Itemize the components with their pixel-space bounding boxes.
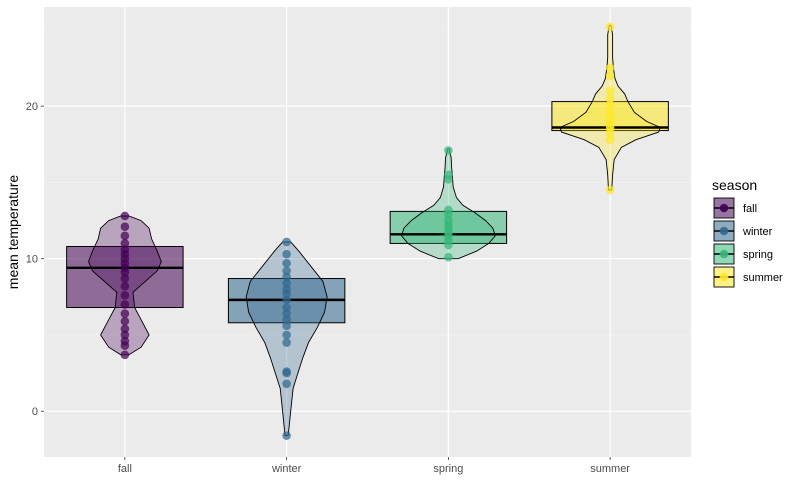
point-fall [120,350,130,360]
x-tick-label: summer [590,463,630,475]
y-tick-label: 0 [32,406,38,418]
legend-item-fall: fall [713,197,757,219]
legend-item-spring: spring [713,243,773,265]
point-winter [282,249,291,259]
point-summer [605,112,615,122]
x-tick-label: fall [118,463,132,475]
point-fall [120,281,130,291]
point-winter [282,431,291,440]
point-fall [120,324,130,334]
point-summer [605,71,615,80]
point-winter [282,321,291,331]
point-fall [120,309,130,318]
point-spring [444,170,453,180]
legend-key-point [719,226,729,236]
marks-layer [66,22,669,440]
point-fall [120,336,130,346]
legend-key-point [719,203,729,213]
point-fall [120,330,130,340]
point-winter [282,315,291,325]
point-winter [282,330,291,340]
point-summer [605,185,615,195]
point-spring [444,146,453,155]
legend-label-winter: winter [742,226,773,238]
point-winter [282,303,291,312]
point-spring [444,205,453,215]
legend-label-fall: fall [743,203,757,215]
point-spring [444,252,453,262]
point-fall [120,245,130,254]
point-summer [605,22,615,32]
axis-layer: 0 10 20 fall winter spring summer [26,101,631,475]
legend-label-spring: spring [743,249,773,261]
legend-key-point [719,272,729,282]
point-fall [120,239,130,248]
legend-title: season [712,177,757,193]
point-summer [605,63,615,73]
series-winter [227,237,346,440]
point-fall [120,274,130,283]
x-tick-label: winter [271,463,302,475]
legend-item-summer: summer [713,266,783,288]
point-winter [282,272,291,282]
point-summer [605,86,615,96]
series-spring [389,146,508,262]
point-winter [282,278,291,288]
grid-layer [44,7,691,457]
point-winter [282,379,291,389]
point-summer [605,94,615,103]
point-winter [282,309,291,318]
point-summer [605,100,615,109]
legend: season fall winter spring summer [712,177,783,288]
legend-item-winter: winter [713,220,773,242]
point-winter [282,367,291,376]
point-summer [605,106,615,116]
x-tick-label: spring [433,463,463,475]
point-winter [282,295,291,305]
point-winter [282,284,291,294]
point-winter [282,258,291,268]
point-winter [282,237,291,247]
point-fall [120,211,130,221]
point-fall [120,316,130,326]
point-fall [120,300,130,309]
y-tick-label: 20 [26,101,38,113]
point-spring [444,216,453,225]
legend-label-summer: summer [743,272,783,284]
point-summer [605,135,615,145]
plot-panel [44,7,691,457]
legend-key-point [719,249,729,259]
point-fall [120,222,130,231]
y-tick-label: 10 [26,254,38,266]
point-fall [120,231,130,241]
series-summer [551,22,669,195]
point-winter [282,338,291,347]
point-winter [282,266,291,276]
y-axis-title: mean temperature [5,175,21,290]
series-fall [66,211,184,360]
point-fall [120,291,130,300]
